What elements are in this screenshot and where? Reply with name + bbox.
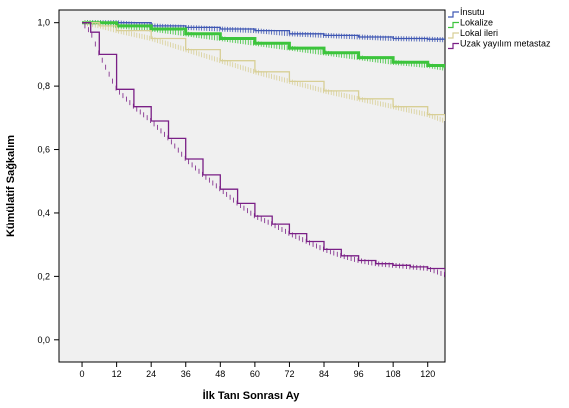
y-tick-label: 0,4 <box>37 208 50 218</box>
x-tick-label: 84 <box>319 369 329 379</box>
series-3 <box>82 20 445 123</box>
legend-swatch <box>448 42 459 50</box>
legend-swatch <box>448 21 459 29</box>
legend-swatch <box>448 11 459 18</box>
y-tick-label: 0,2 <box>37 271 50 281</box>
legend-item: Lokal ileri <box>448 28 498 39</box>
legend-swatch <box>448 32 459 39</box>
x-axis: 0 12 24 36 48 60 72 84 96 108 120 <box>80 362 435 379</box>
series-line <box>82 22 445 275</box>
x-tick-label: 24 <box>146 369 156 379</box>
x-tick-label: 12 <box>112 369 122 379</box>
x-tick-label: 48 <box>215 369 225 379</box>
y-axis: 0,0 0,2 0,4 0,6 0,8 1,0 <box>37 18 59 345</box>
y-tick-label: 1,0 <box>37 18 50 28</box>
legend-item: İnsutu <box>448 7 485 18</box>
y-tick-label: 0,8 <box>37 81 50 91</box>
legend-label: Uzak yayılım metastaz <box>460 39 551 49</box>
legend-label: İnsutu <box>460 7 485 17</box>
x-tick-label: 108 <box>386 369 401 379</box>
legend-item: Uzak yayılım metastaz <box>448 39 551 50</box>
x-tick-label: 60 <box>250 369 260 379</box>
series-layer <box>82 20 445 278</box>
x-tick-label: 0 <box>80 369 85 379</box>
plot-area <box>58 9 446 363</box>
x-tick-label: 72 <box>284 369 294 379</box>
legend-label: Lokal ileri <box>460 28 498 38</box>
x-tick-label: 36 <box>181 369 191 379</box>
x-axis-title: İlk Tanı Sonrası Ay <box>203 389 301 402</box>
x-tick-label: 120 <box>420 369 435 379</box>
series-2 <box>82 20 445 71</box>
legend-item: Lokalize <box>448 18 493 29</box>
y-tick-label: 0,6 <box>37 145 50 155</box>
x-tick-label: 96 <box>354 369 364 379</box>
y-tick-label: 0,0 <box>37 335 50 345</box>
legend-label: Lokalize <box>460 18 493 28</box>
series-4 <box>82 22 445 278</box>
y-axis-title: Kümülatif Sağkalım <box>5 135 17 237</box>
